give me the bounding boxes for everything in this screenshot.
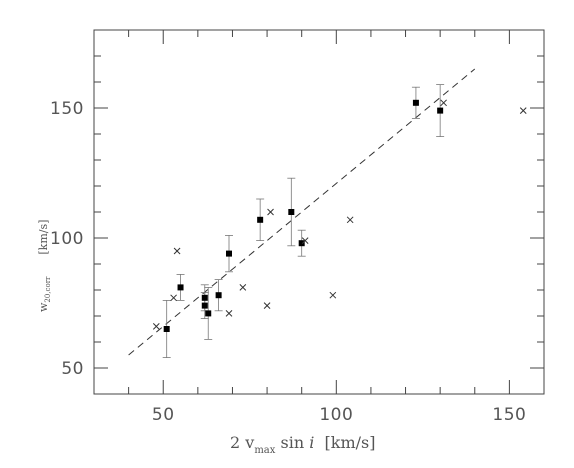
cross-point: [301, 237, 309, 244]
y-axis-label: w20,corr[km/s]: [37, 220, 52, 312]
x-tick-label: 100: [319, 405, 353, 425]
square-point: [215, 292, 222, 299]
cross-point: [263, 302, 271, 309]
square-point: [298, 240, 305, 247]
cross-point: [225, 310, 233, 317]
square-point: [177, 284, 184, 291]
data-points: [152, 99, 527, 332]
plot-frame: [93, 29, 545, 395]
square-point: [201, 294, 208, 301]
y-tick-label: 150: [50, 99, 84, 119]
square-point: [163, 326, 170, 332]
y-tick-label: 50: [61, 359, 84, 379]
cross-point: [440, 99, 447, 107]
square-point: [257, 216, 264, 223]
cross-point: [239, 284, 247, 291]
y-tick-label: 100: [50, 229, 84, 249]
cross-point: [173, 247, 181, 255]
axis-ticks: [93, 29, 545, 395]
error-bars: [162, 84, 445, 359]
cross-point: [346, 216, 354, 224]
fit-line-group: [128, 68, 476, 356]
square-point: [437, 107, 444, 114]
tick-labels: 50 100 150 50 100 150: [50, 99, 526, 425]
fit-line: [128, 68, 476, 356]
svg-text:w20,corr[km/s]: w20,corr[km/s]: [37, 220, 52, 312]
cross-point: [267, 208, 274, 216]
cross-point: [170, 294, 177, 302]
square-point: [205, 310, 212, 317]
square-point: [288, 209, 295, 215]
square-point: [412, 99, 419, 106]
x-tick-label: 150: [492, 405, 526, 425]
cross-point: [152, 323, 160, 330]
x-axis-label: 2 vmax sin i [km/s]: [230, 433, 375, 456]
square-point: [201, 302, 208, 309]
cross-point: [329, 291, 337, 299]
x-tick-label: 50: [152, 405, 175, 425]
square-point: [226, 250, 232, 257]
cross-point: [519, 107, 527, 114]
